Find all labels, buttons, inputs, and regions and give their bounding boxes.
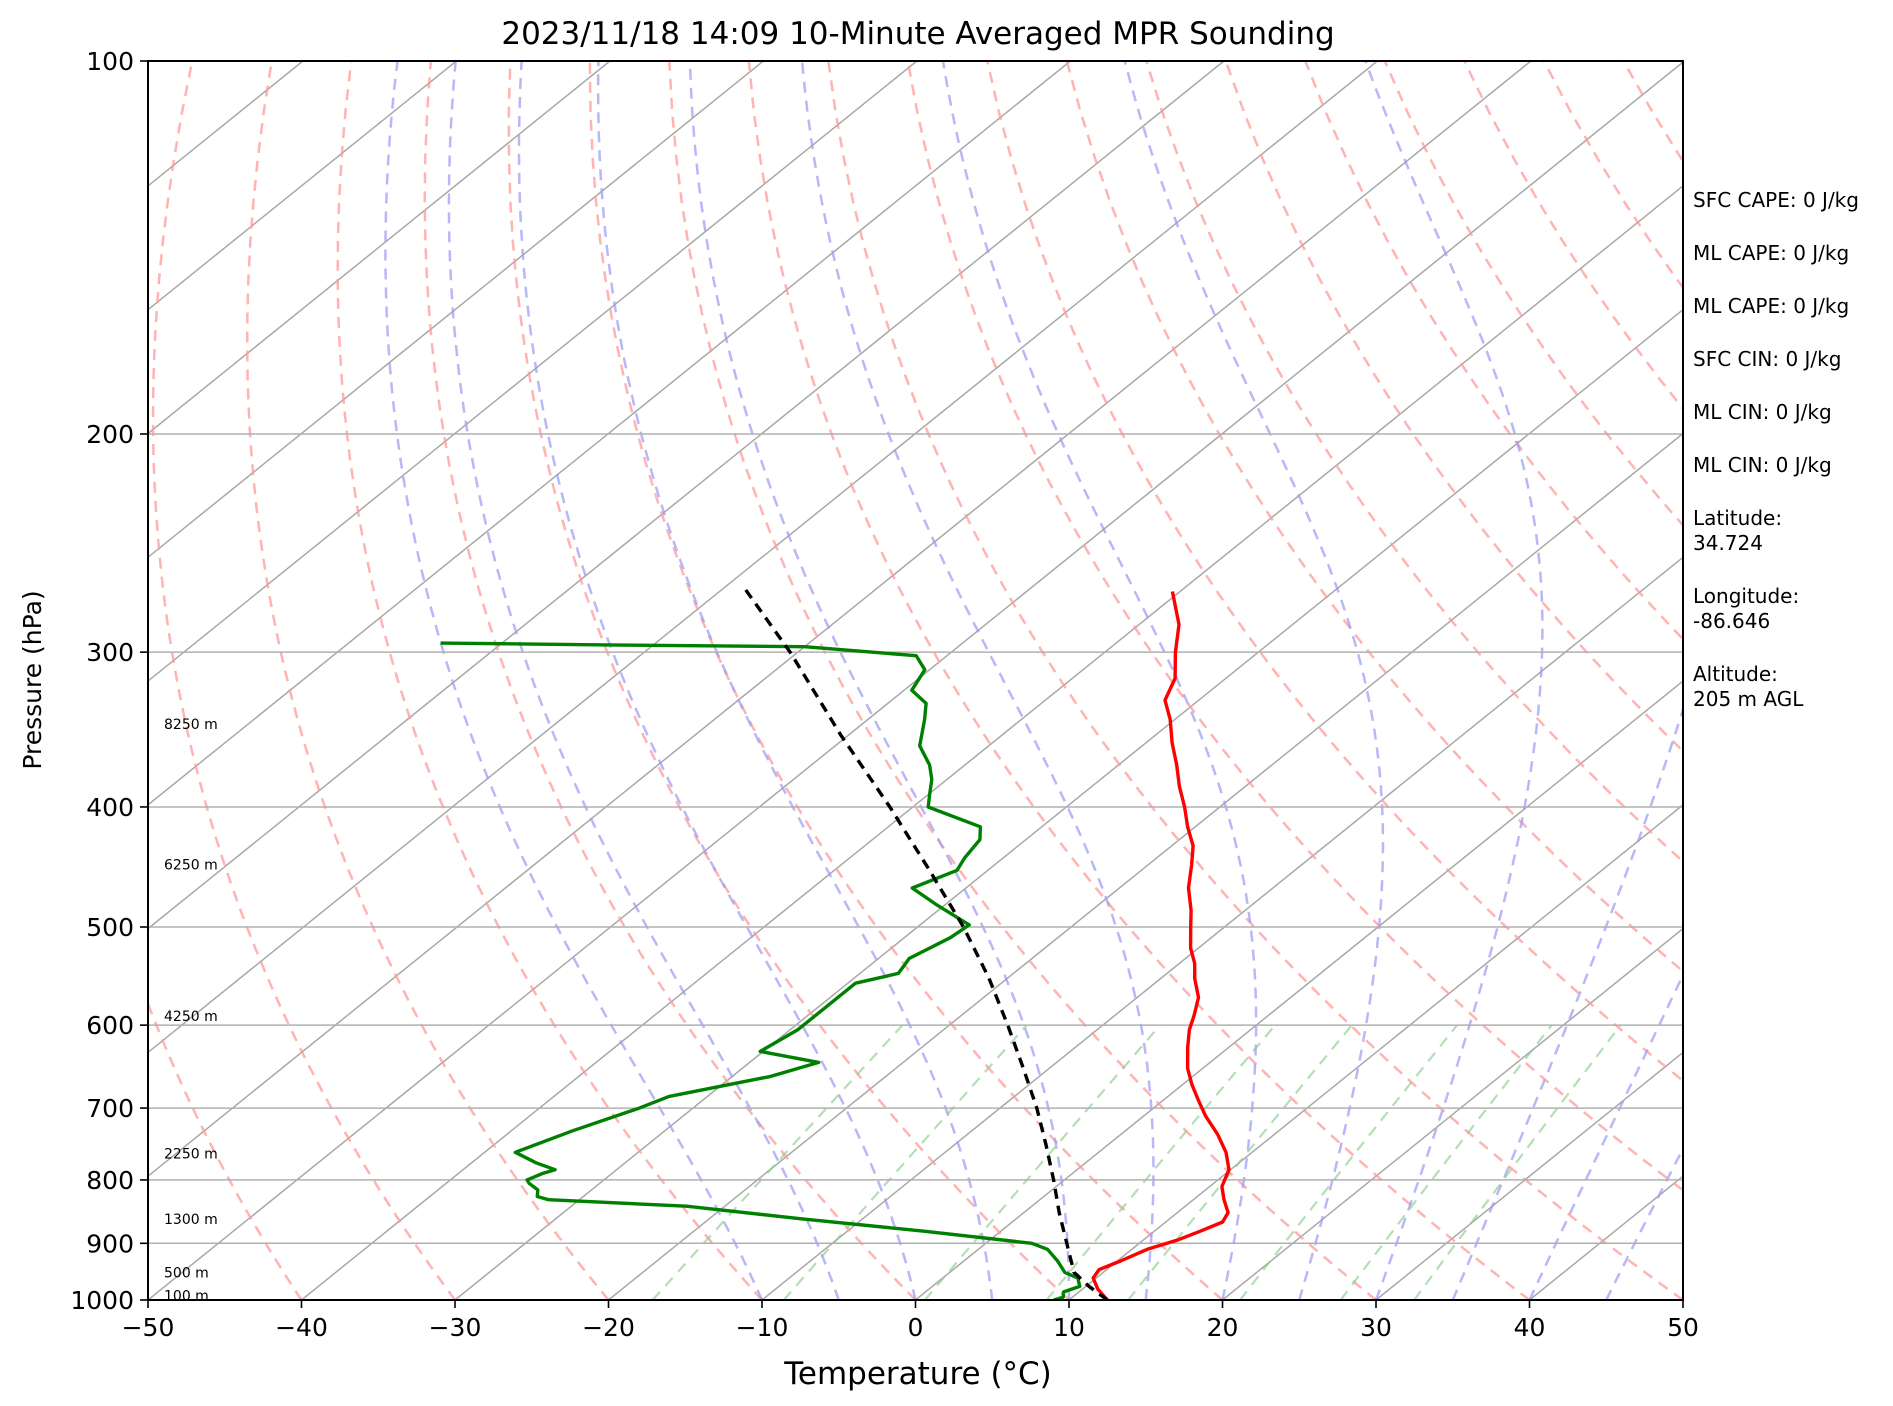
moist-adiabat-line [1364, 61, 1544, 1300]
y-tick-label: 600 [86, 1011, 134, 1040]
ml-cin-text: ML CIN: 0 J/kg [1693, 400, 1832, 424]
isotherm-line [148, 61, 1071, 806]
altitude-value: 205 m AGL [1693, 687, 1804, 711]
moist-adiabat-line [447, 61, 840, 1300]
isotherm-line [915, 680, 1683, 1300]
y-tick-label: 300 [86, 638, 134, 667]
sfc-cape-text: SFC CAPE: 0 J/kg [1693, 188, 1859, 212]
dry-adiabat-line [507, 61, 1070, 1300]
dry-adiabat-line [151, 61, 457, 1300]
moist-adiabat-line [1123, 61, 1385, 1300]
ml-cape-text: ML CAPE: 0 J/kg [1693, 241, 1850, 265]
temperature-line [1091, 591, 1231, 1300]
isotherm-line [148, 61, 1225, 930]
y-tick-label: 1000 [70, 1286, 134, 1315]
height-label: 6250 m [164, 857, 218, 873]
isotherm-line [148, 61, 611, 435]
isotherm-line [1375, 1051, 1683, 1300]
dry-adiabat-line [986, 61, 1683, 1083]
isotherm-line [1222, 927, 1683, 1300]
isotherm-line [454, 308, 1683, 1300]
background-lines [148, 61, 1683, 1300]
parcel-line [741, 584, 1109, 1300]
x-tick-label: 50 [1667, 1313, 1699, 1342]
isotherm-line [148, 61, 1532, 1178]
longitude-value: -86.646 [1693, 609, 1771, 633]
moist-adiabat-line [1605, 1145, 1683, 1300]
height-label: 8250 m [164, 717, 218, 733]
height-label: 500 m [164, 1265, 209, 1281]
moist-adiabat-line [1528, 971, 1683, 1300]
isotherm-line [148, 61, 918, 683]
latitude-label: Latitude: [1693, 506, 1783, 530]
height-labels: 8250 m 6250 m 4250 m 2250 m 1300 m 500 m 100 m [164, 717, 218, 1304]
x-tick-label: 10 [1053, 1313, 1085, 1342]
mixing-ratio-line [1045, 1024, 1276, 1300]
height-label: 100 m [164, 1289, 209, 1305]
moist-adiabat-line [800, 61, 1155, 1300]
height-label: 1300 m [164, 1212, 218, 1228]
y-tick-label: 800 [86, 1166, 134, 1195]
y-axis-ticks: 1000 900 800 700 600 500 400 300 200 100 [70, 47, 148, 1315]
x-tick-label: −10 [736, 1313, 789, 1342]
x-tick-label: 20 [1207, 1313, 1239, 1342]
y-tick-label: 700 [86, 1094, 134, 1123]
ml-cape-text-2: ML CAPE: 0 J/kg [1693, 294, 1850, 318]
isotherm-line [761, 556, 1683, 1300]
height-label: 4250 m [164, 1009, 218, 1025]
isotherm-line [148, 61, 457, 311]
dry-adiabat-line [148, 1000, 303, 1300]
x-tick-label: 30 [1360, 1313, 1392, 1342]
altitude-label: Altitude: [1693, 662, 1778, 686]
x-axis-label: Temperature (°C) [783, 1356, 1052, 1392]
sounding-series [440, 584, 1231, 1300]
moist-adiabat-line [517, 61, 917, 1300]
moist-adiabat-line [941, 61, 1258, 1300]
y-axis-label: Pressure (hPa) [18, 590, 47, 769]
moist-adiabat-line [1451, 61, 1683, 1300]
chart-title: 2023/11/18 14:09 10-Minute Averaged MPR … [501, 16, 1334, 52]
y-tick-label: 200 [86, 420, 134, 449]
isotherm-line [1068, 803, 1683, 1300]
isotherm-line [608, 432, 1683, 1300]
pressure-gridlines [148, 433, 1683, 1245]
y-tick-label: 400 [86, 793, 134, 822]
mixing-ratio-line [1127, 1024, 1353, 1300]
x-tick-label: 0 [908, 1313, 924, 1342]
moist-adiabat-line [688, 61, 1071, 1300]
moist-adiabat-line [384, 61, 764, 1300]
isotherm-line [148, 61, 1378, 1054]
dry-adiabat-line [588, 61, 1224, 1300]
x-tick-label: −50 [122, 1313, 175, 1342]
latitude-value: 34.724 [1693, 531, 1763, 555]
ml-cin-text-2: ML CIN: 0 J/kg [1693, 453, 1832, 477]
dry-adiabat-line [336, 61, 763, 1300]
dry-adiabat-line [747, 61, 1531, 1300]
y-tick-label: 500 [86, 913, 134, 942]
y-tick-label: 100 [86, 47, 134, 76]
dry-adiabat-line [906, 61, 1683, 1192]
mixing-ratio-line [1339, 1024, 1553, 1300]
x-axis-ticks: −50 −40 −30 −20 −10 0 10 20 30 40 50 [122, 1300, 1699, 1342]
y-tick-label: 900 [86, 1229, 134, 1258]
mixing-ratio-line [1413, 1024, 1622, 1300]
longitude-label: Longitude: [1693, 584, 1800, 608]
x-tick-label: −30 [429, 1313, 482, 1342]
x-tick-label: 40 [1514, 1313, 1546, 1342]
sounding-indices-panel: SFC CAPE: 0 J/kg ML CAPE: 0 J/kg ML CAPE… [1693, 188, 1883, 712]
dry-adiabat-line [668, 61, 1377, 1300]
moist-adiabat-line [596, 61, 994, 1300]
isotherm-line [148, 61, 764, 559]
x-tick-label: −20 [582, 1313, 635, 1342]
dry-adiabat-line [827, 61, 1683, 1300]
sfc-cin-text: SFC CIN: 0 J/kg [1693, 347, 1842, 371]
isotherm-line [301, 184, 1683, 1300]
height-label: 2250 m [164, 1147, 218, 1163]
x-tick-label: −40 [275, 1313, 328, 1342]
dewpoint-line [440, 641, 1082, 1300]
dry-adiabat-line [423, 61, 917, 1300]
dry-adiabat-line [245, 61, 610, 1300]
